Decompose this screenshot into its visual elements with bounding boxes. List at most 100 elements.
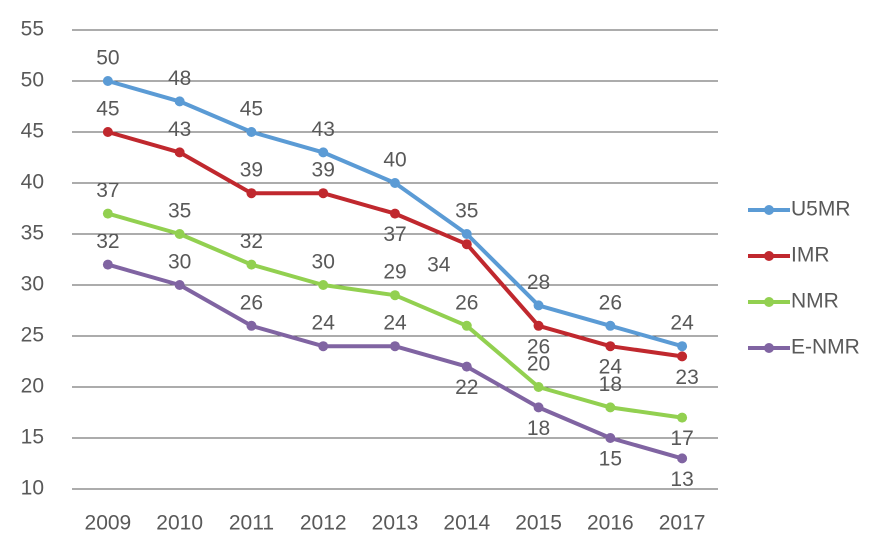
- data-label: 35: [455, 200, 478, 223]
- point: [318, 147, 329, 158]
- point: [246, 127, 257, 137]
- point: [605, 341, 616, 352]
- data-label: 40: [383, 149, 406, 172]
- point: [102, 208, 113, 219]
- data-label: 32: [96, 230, 119, 253]
- data-label: 23: [675, 366, 698, 389]
- point: [318, 280, 329, 290]
- point: [677, 351, 688, 362]
- point: [102, 259, 113, 270]
- y-tick-label: 40: [21, 171, 44, 194]
- point: [318, 188, 329, 199]
- data-label: 15: [599, 448, 622, 471]
- data-label: 26: [455, 291, 478, 314]
- point: [605, 433, 616, 443]
- y-tick-label: 25: [21, 324, 44, 347]
- x-tick-label: 2009: [85, 512, 132, 535]
- legend-marker: [764, 343, 774, 353]
- point: [605, 320, 616, 331]
- x-tick-label: 2014: [443, 512, 490, 535]
- point: [174, 96, 185, 107]
- point: [677, 412, 688, 423]
- data-label: 39: [240, 159, 263, 182]
- point: [390, 178, 400, 188]
- data-label: 17: [670, 427, 693, 450]
- point: [390, 341, 400, 352]
- x-tick-label: 2015: [515, 512, 562, 535]
- data-label: 39: [312, 159, 335, 182]
- point: [677, 453, 688, 464]
- data-label: 22: [455, 376, 478, 399]
- point: [461, 229, 472, 239]
- legend-marker: [764, 297, 774, 307]
- y-tick-label: 15: [21, 426, 44, 449]
- data-label: 26: [599, 291, 622, 314]
- legend-marker: [764, 205, 774, 215]
- data-label: 18: [599, 373, 622, 396]
- point: [677, 341, 688, 352]
- point: [390, 290, 400, 301]
- y-tick-label: 20: [21, 375, 44, 398]
- x-tick-label: 2013: [372, 512, 419, 535]
- point: [318, 341, 329, 352]
- data-label: 43: [168, 118, 191, 141]
- data-label: 37: [383, 223, 406, 246]
- x-tick-label: 2010: [156, 512, 203, 535]
- data-label: 48: [168, 67, 191, 90]
- data-label: 20: [527, 353, 550, 376]
- data-label: 29: [383, 261, 406, 284]
- data-label: 24: [670, 312, 694, 335]
- point: [246, 320, 257, 331]
- point: [533, 382, 544, 392]
- point: [461, 320, 472, 331]
- point: [246, 259, 257, 270]
- x-tick-label: 2017: [659, 512, 706, 535]
- data-label: 35: [168, 200, 191, 223]
- data-label: 32: [240, 230, 263, 253]
- point: [102, 127, 113, 137]
- data-label: 45: [240, 98, 263, 121]
- point: [174, 229, 185, 239]
- x-tick-label: 2011: [229, 512, 274, 535]
- y-tick-label: 30: [21, 273, 44, 296]
- point: [533, 402, 544, 413]
- point: [461, 239, 472, 250]
- data-label: 26: [240, 291, 263, 314]
- legend-label: U5MR: [791, 198, 851, 221]
- point: [102, 76, 113, 86]
- data-label: 18: [527, 417, 550, 440]
- data-label: 43: [312, 118, 335, 141]
- point: [533, 320, 544, 331]
- data-label: 26: [527, 335, 550, 358]
- data-label: 30: [312, 251, 335, 274]
- y-tick-label: 10: [21, 477, 44, 500]
- y-tick-label: 45: [21, 120, 44, 143]
- data-label: 30: [168, 251, 191, 274]
- legend-label: E-NMR: [791, 336, 860, 359]
- data-label: 34: [427, 254, 451, 277]
- y-tick-label: 55: [21, 18, 44, 41]
- point: [174, 280, 185, 290]
- data-label: 24: [383, 312, 407, 335]
- data-label: 24: [599, 356, 623, 379]
- legend-label: IMR: [791, 244, 830, 267]
- x-tick-label: 2016: [587, 512, 634, 535]
- data-label: 24: [312, 312, 336, 335]
- data-label: 13: [670, 468, 693, 491]
- point: [605, 402, 616, 413]
- point: [390, 208, 400, 219]
- point: [533, 300, 544, 311]
- x-tick-label: 2012: [300, 512, 347, 535]
- data-label: 37: [96, 179, 119, 202]
- point: [174, 147, 185, 158]
- y-tick-label: 35: [21, 222, 44, 245]
- data-label: 28: [527, 271, 550, 294]
- point: [246, 188, 257, 199]
- legend-marker: [764, 251, 774, 261]
- y-tick-label: 50: [21, 69, 44, 92]
- point: [461, 361, 472, 372]
- data-label: 45: [96, 98, 119, 121]
- data-label: 50: [96, 47, 119, 70]
- legend-label: NMR: [791, 290, 839, 313]
